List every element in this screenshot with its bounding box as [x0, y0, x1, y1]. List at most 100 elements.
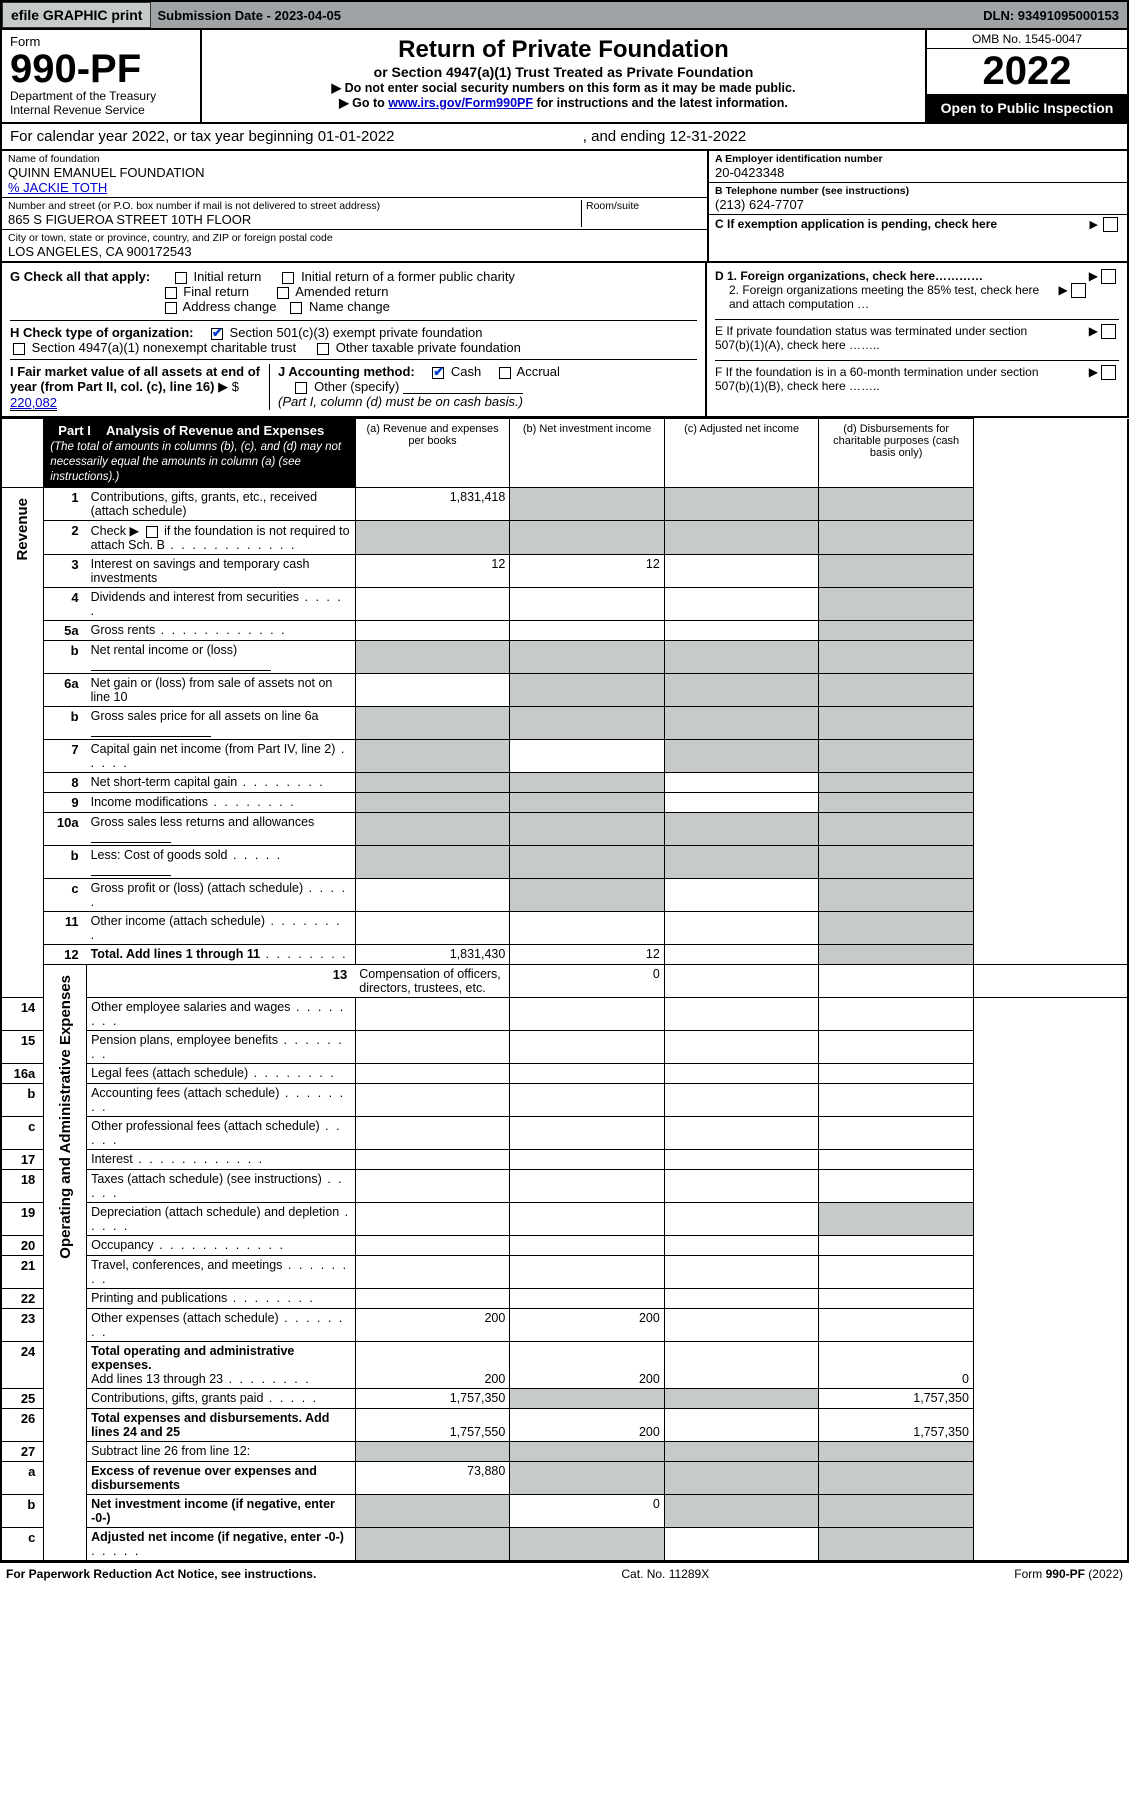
row-14: 14Other employee salaries and wages	[1, 998, 1128, 1031]
efile-print-button[interactable]: efile GRAPHIC print	[2, 2, 151, 28]
phone-value: (213) 624-7707	[715, 197, 1121, 212]
row-6b: bGross sales price for all assets on lin…	[1, 707, 1128, 740]
exemption-pending-checkbox[interactable]	[1103, 217, 1118, 232]
row-15: 15Pension plans, employee benefits	[1, 1031, 1128, 1064]
col-a-header: (a) Revenue and expenses per books	[355, 419, 510, 488]
e-checkbox[interactable]	[1101, 324, 1116, 339]
fmv-value-link[interactable]: 220,082	[10, 395, 57, 411]
part1-table: Part I Analysis of Revenue and Expenses …	[0, 418, 1129, 1562]
d1-checkbox[interactable]	[1101, 269, 1116, 284]
row-22: 22Printing and publications	[1, 1289, 1128, 1309]
row-24: 24Total operating and administrative exp…	[1, 1342, 1128, 1389]
part1-title: Analysis of Revenue and Expenses	[106, 423, 324, 438]
initial-return-checkbox[interactable]	[175, 272, 187, 284]
other-method-label: Other (specify)	[314, 379, 399, 394]
row-9: 9Income modifications	[1, 793, 1128, 813]
row-16b: bAccounting fees (attach schedule)	[1, 1084, 1128, 1117]
cash-label: Cash	[451, 364, 481, 379]
row-20: 20Occupancy	[1, 1236, 1128, 1256]
col-b-header: (b) Net investment income	[510, 419, 665, 488]
other-taxable-checkbox[interactable]	[317, 343, 329, 355]
footer-catno: Cat. No. 11289X	[316, 1567, 1014, 1581]
row-27b: bNet investment income (if negative, ent…	[1, 1495, 1128, 1528]
open-public-label: Open to Public Inspection	[927, 94, 1127, 122]
other-method-checkbox[interactable]	[295, 382, 307, 394]
instr-ssn: ▶ Do not enter social security numbers o…	[212, 80, 915, 95]
expenses-side-label: Operating and Administrative Expenses	[57, 965, 74, 1269]
form990pf-link[interactable]: www.irs.gov/Form990PF	[388, 96, 533, 110]
accrual-checkbox[interactable]	[499, 367, 511, 379]
row-8: 8Net short-term capital gain	[1, 773, 1128, 793]
form-title: Return of Private Foundation	[212, 36, 915, 64]
dept-treasury: Department of the Treasury	[10, 89, 192, 103]
street-address: 865 S FIGUEROA STREET 10TH FLOOR	[8, 212, 581, 227]
row-23: 23Other expenses (attach schedule)200200	[1, 1309, 1128, 1342]
other-taxable-label: Other taxable private foundation	[336, 340, 521, 355]
row-5a: 5aGross rents	[1, 621, 1128, 641]
part1-label: Part I	[50, 421, 99, 440]
name-change-checkbox[interactable]	[290, 302, 302, 314]
initial-public-label: Initial return of a former public charit…	[301, 269, 515, 284]
i-prefix: ▶ $	[218, 379, 239, 394]
dln-value: DLN: 93491095000153	[975, 4, 1127, 27]
amended-return-checkbox[interactable]	[277, 287, 289, 299]
4947-checkbox[interactable]	[13, 343, 25, 355]
row-7: 7Capital gain net income (from Part IV, …	[1, 740, 1128, 773]
identification-block: Name of foundation QUINN EMANUEL FOUNDAT…	[0, 151, 1129, 263]
d2-label: 2. Foreign organizations meeting the 85%…	[715, 283, 1055, 311]
initial-return-label: Initial return	[193, 269, 261, 284]
toolbar: efile GRAPHIC print Submission Date - 20…	[0, 0, 1129, 30]
row-27: 27Subtract line 26 from line 12:	[1, 1442, 1128, 1462]
ein-label: A Employer identification number	[715, 153, 1121, 165]
row-25: 25Contributions, gifts, grants paid1,757…	[1, 1389, 1128, 1409]
cash-checkbox[interactable]	[432, 367, 444, 379]
calendar-year-row: For calendar year 2022, or tax year begi…	[0, 124, 1129, 151]
row-13: Operating and Administrative Expenses 13…	[1, 965, 1128, 998]
d2-checkbox[interactable]	[1071, 283, 1086, 298]
footer-formno: Form 990-PF (2022)	[1014, 1567, 1123, 1581]
501c3-label: Section 501(c)(3) exempt private foundat…	[230, 325, 483, 340]
row-10a: 10aGross sales less returns and allowanc…	[1, 813, 1128, 846]
row-12: 12Total. Add lines 1 through 111,831,430…	[1, 945, 1128, 965]
schb-checkbox[interactable]	[146, 526, 158, 538]
row-21: 21Travel, conferences, and meetings	[1, 1256, 1128, 1289]
j-label: J Accounting method:	[278, 364, 415, 379]
final-return-checkbox[interactable]	[165, 287, 177, 299]
addr-label: Number and street (or P.O. box number if…	[8, 200, 581, 212]
city-state-zip: LOS ANGELES, CA 900172543	[8, 244, 701, 259]
501c3-checkbox[interactable]	[211, 328, 223, 340]
col-d-header: (d) Disbursements for charitable purpose…	[819, 419, 974, 488]
tax-year: 2022	[927, 49, 1127, 94]
instr-link: ▶ Go to www.irs.gov/Form990PF for instru…	[212, 95, 915, 110]
city-label: City or town, state or province, country…	[8, 232, 701, 244]
address-change-label: Address change	[183, 299, 277, 314]
row-10c: cGross profit or (loss) (attach schedule…	[1, 879, 1128, 912]
row-18: 18Taxes (attach schedule) (see instructi…	[1, 1170, 1128, 1203]
final-return-label: Final return	[183, 284, 249, 299]
address-change-checkbox[interactable]	[165, 302, 177, 314]
care-of-link[interactable]: % JACKIE TOTH	[8, 180, 107, 195]
f-checkbox[interactable]	[1101, 365, 1116, 380]
amended-return-label: Amended return	[295, 284, 388, 299]
initial-public-checkbox[interactable]	[282, 272, 294, 284]
col-c-header: (c) Adjusted net income	[664, 419, 819, 488]
row-16a: 16aLegal fees (attach schedule)	[1, 1064, 1128, 1084]
row-5b: bNet rental income or (loss)	[1, 641, 1128, 674]
room-label: Room/suite	[586, 200, 701, 212]
form-subtitle: or Section 4947(a)(1) Trust Treated as P…	[212, 64, 915, 80]
foundation-name: QUINN EMANUEL FOUNDATION	[8, 165, 701, 180]
name-label: Name of foundation	[8, 153, 701, 165]
form-number: 990-PF	[10, 49, 192, 89]
name-change-label: Name change	[309, 299, 390, 314]
j-note: (Part I, column (d) must be on cash basi…	[278, 394, 523, 409]
checkboxes-block: G Check all that apply: Initial return I…	[0, 263, 1129, 418]
row-16c: cOther professional fees (attach schedul…	[1, 1117, 1128, 1150]
g-label: G Check all that apply:	[10, 269, 150, 284]
ein-value: 20-0423348	[715, 165, 1121, 180]
part1-title-note: (The total of amounts in columns (b), (c…	[50, 441, 341, 483]
form-header: Form 990-PF Department of the Treasury I…	[0, 30, 1129, 124]
omb-number: OMB No. 1545-0047	[927, 30, 1127, 49]
revenue-side-label: Revenue	[14, 488, 31, 571]
submission-date: Submission Date - 2023-04-05	[151, 4, 347, 27]
f-label: F If the foundation is in a 60-month ter…	[715, 365, 1055, 393]
